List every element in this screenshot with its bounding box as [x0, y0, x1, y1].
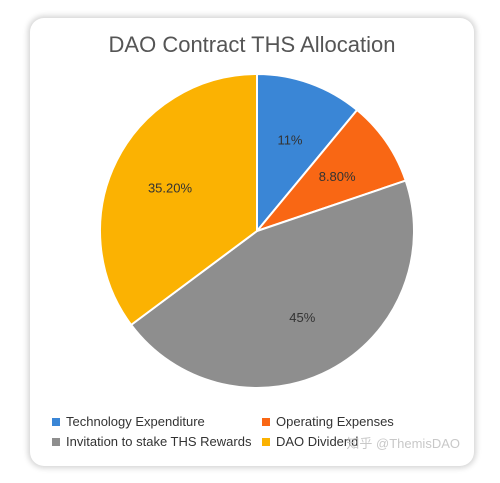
- legend-item-dao-dividend: DAO Dividend: [262, 434, 358, 449]
- chart-title: DAO Contract THS Allocation: [108, 32, 396, 57]
- legend-label: DAO Dividend: [276, 434, 359, 449]
- legend-label: Invitation to stake THS Rewards: [66, 434, 252, 449]
- data-label-technology-expenditure: 11%: [277, 132, 302, 147]
- pie-chart: 11% 8.80% 45% 35.20%: [99, 72, 415, 389]
- chart-card: DAO Contract THS Allocation 11% 8.80% 45% 3…: [30, 18, 474, 466]
- legend-label: Operating Expenses: [276, 414, 394, 429]
- pie-slice-invitation-rewards: [129, 179, 415, 389]
- pie-slice-technology-expenditure: [256, 72, 359, 234]
- legend-item-invitation-rewards: Invitation to stake THS Rewards: [52, 434, 251, 449]
- data-label-dao-dividend: 35.20%: [148, 180, 193, 195]
- legend-item-operating-expenses: Operating Expenses: [262, 414, 394, 429]
- data-label-operating-expenses: 8.80%: [319, 169, 356, 184]
- legend-swatch: [262, 417, 270, 426]
- pie-slice-operating-expenses: [253, 108, 407, 234]
- legend-item-technology-expenditure: Technology Expenditure: [52, 414, 205, 429]
- pie-slice-dao-dividend: [99, 72, 258, 327]
- legend-swatch: [52, 417, 60, 426]
- legend-swatch: [262, 437, 270, 446]
- data-label-invitation-rewards: 45%: [289, 310, 315, 325]
- watermark: 知乎 @ThemisDAO: [346, 436, 460, 451]
- legend-swatch: [52, 437, 60, 446]
- legend-label: Technology Expenditure: [66, 414, 205, 429]
